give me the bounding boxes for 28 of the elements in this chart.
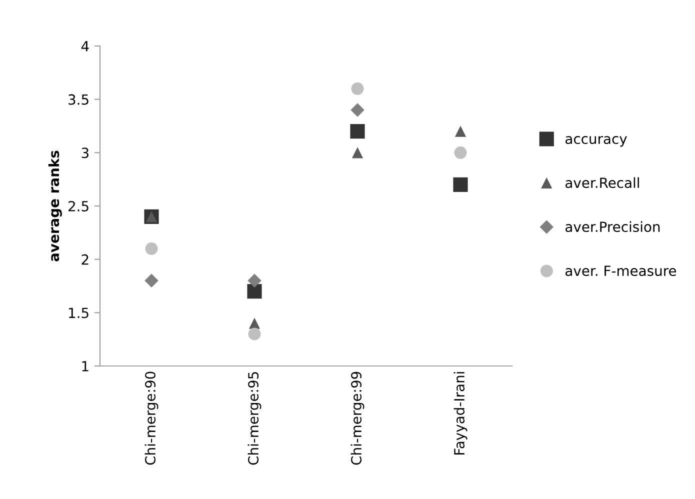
y-tick-label: 2 [82,254,88,265]
x-tick-label: Fayyad-Irani [454,372,468,454]
point [351,82,364,95]
point [352,147,364,158]
point [350,124,365,139]
y-tick-label: 1 [82,361,88,372]
legend-label: accuracy [566,136,627,147]
point [350,103,364,117]
legend-label: aver. F-measure [566,266,676,276]
y-tick-label: 1.5 [69,308,88,318]
x-tick-label: Chi-merge:90 [144,372,158,465]
x-tick-label: Chi-merge:95 [248,372,262,465]
legend-label: aver.Recall [566,177,639,188]
y-tick-label: 3.5 [68,94,88,105]
y-tick-label: 3 [82,148,88,158]
point [145,242,158,255]
legend-label: aver.Precision [566,221,660,232]
point [454,146,467,159]
point [247,284,262,299]
y-tick-label: 4 [81,41,89,52]
x-tick-label: Chi-merge:99 [350,372,364,465]
point [454,126,466,137]
y-tick-label: 2.5 [68,200,88,212]
point [144,274,158,288]
point [453,177,468,192]
y-axis-title: average ranks [48,150,62,262]
point [248,328,261,340]
point [248,274,262,288]
